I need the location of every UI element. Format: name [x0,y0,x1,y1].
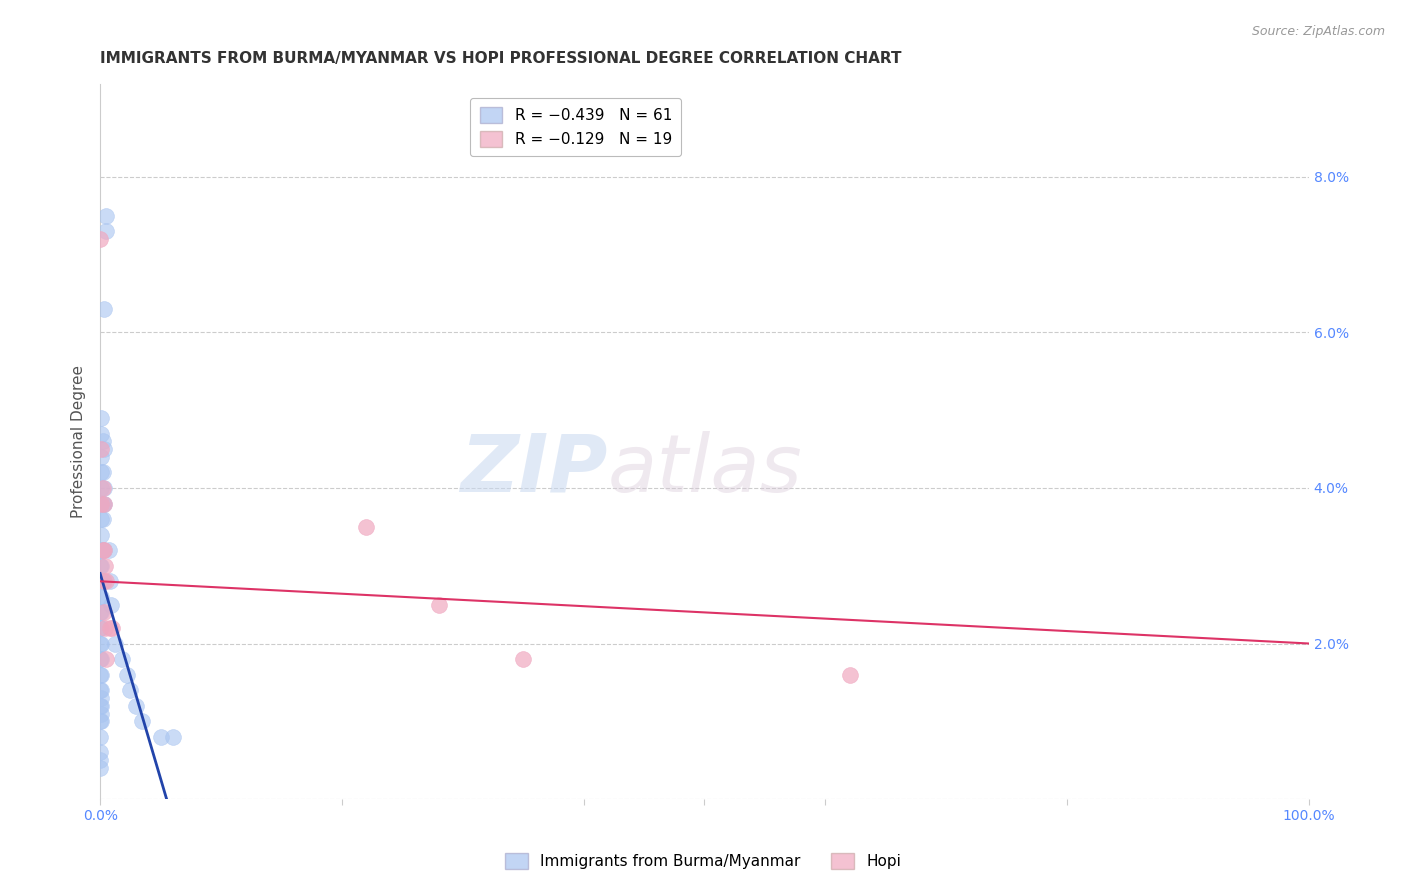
Point [91,543,114,558]
Point [90,590,112,604]
Point [90,442,112,456]
Legend: R = −0.439   N = 61, R = −0.129   N = 19: R = −0.439 N = 61, R = −0.129 N = 19 [471,98,682,156]
Point [89,652,111,666]
Point [90,667,112,681]
Point [93,543,115,558]
Point [93,606,115,620]
Point [90,450,112,464]
Point [91,496,114,510]
Point [91,434,114,449]
Point [90,496,112,510]
Point [149,730,172,744]
Point [91,574,114,589]
Point [94,558,117,573]
Point [838,667,860,681]
Point [93,496,115,510]
Point [89,574,111,589]
Point [93,574,115,589]
Point [89,621,111,635]
Point [96,209,118,223]
Point [90,512,112,526]
Point [93,442,115,456]
Point [101,621,124,635]
Point [90,621,112,635]
Point [89,683,111,698]
Point [100,598,122,612]
Point [93,481,115,495]
Point [427,598,450,612]
Point [89,761,111,775]
Point [125,698,148,713]
Point [111,652,134,666]
Point [93,496,115,510]
Point [93,301,115,316]
Point [120,683,142,698]
Point [90,426,112,441]
Point [131,714,153,729]
Y-axis label: Professional Degree: Professional Degree [72,365,86,517]
Point [104,636,127,650]
Point [90,527,112,541]
Point [96,224,118,238]
Point [90,714,112,729]
Point [512,652,534,666]
Point [90,496,112,510]
Point [90,481,112,495]
Point [162,730,184,744]
Point [91,512,114,526]
Point [89,232,111,246]
Point [89,636,111,650]
Point [90,574,112,589]
Legend: Immigrants from Burma/Myanmar, Hopi: Immigrants from Burma/Myanmar, Hopi [499,847,907,875]
Point [94,621,117,635]
Point [89,667,111,681]
Point [90,543,112,558]
Point [90,411,112,425]
Point [89,698,111,713]
Point [354,520,377,534]
Point [90,636,112,650]
Point [89,606,111,620]
Point [89,590,111,604]
Point [91,466,114,480]
Point [96,574,118,589]
Point [98,621,121,635]
Point [90,558,112,573]
Point [89,558,111,573]
Text: IMMIGRANTS FROM BURMA/MYANMAR VS HOPI PROFESSIONAL DEGREE CORRELATION CHART: IMMIGRANTS FROM BURMA/MYANMAR VS HOPI PR… [100,51,901,66]
Point [115,667,138,681]
Point [89,753,111,767]
Text: ZIP: ZIP [460,431,607,509]
Point [90,466,112,480]
Text: Source: ZipAtlas.com: Source: ZipAtlas.com [1251,25,1385,38]
Point [98,574,121,589]
Point [90,698,112,713]
Point [89,745,111,759]
Point [97,543,120,558]
Point [90,606,112,620]
Point [89,714,111,729]
Point [90,683,112,698]
Point [93,543,115,558]
Point [91,481,114,495]
Point [90,690,112,705]
Point [91,543,114,558]
Point [96,652,118,666]
Point [90,706,112,721]
Text: atlas: atlas [607,431,803,509]
Point [89,730,111,744]
Point [90,652,112,666]
